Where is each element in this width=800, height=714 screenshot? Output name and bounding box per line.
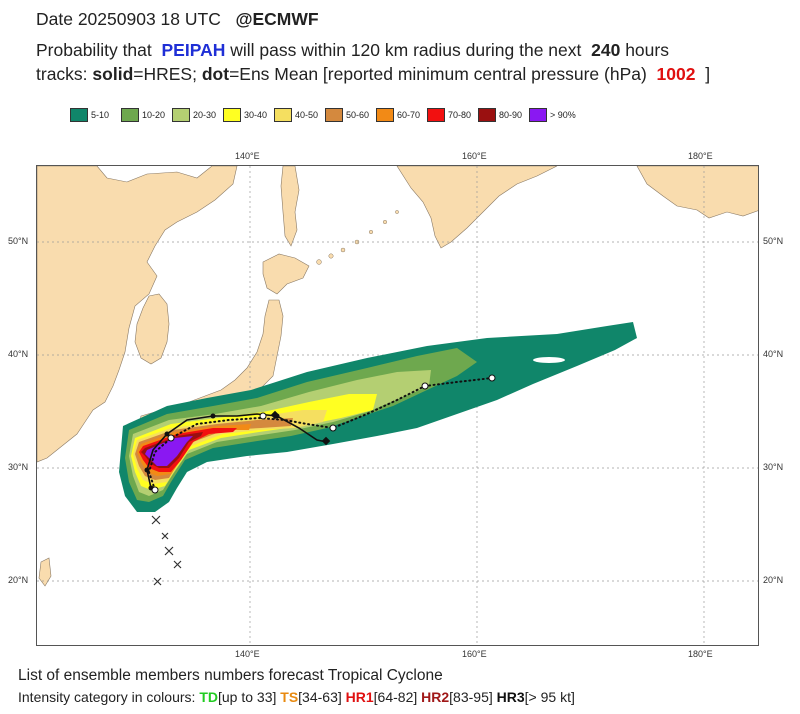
legend-swatch xyxy=(223,108,241,122)
close-bracket: ] xyxy=(705,64,711,84)
footer-line-1: List of ensemble members numbers forecas… xyxy=(18,667,443,684)
category-hr2: HR2 xyxy=(421,689,450,705)
land-taiwan xyxy=(38,557,52,587)
legend-label: 5-10 xyxy=(91,110,110,120)
footer-line-2: Intensity category in colours: TD[up to … xyxy=(18,689,575,705)
legend-item: 80-90 xyxy=(478,108,523,122)
legend-item: 50-60 xyxy=(325,108,370,122)
lon-tick-top: 140°E xyxy=(235,151,260,161)
land-korea xyxy=(134,293,170,365)
past-track-markers xyxy=(151,515,182,586)
land-hokkaido xyxy=(262,253,310,295)
lon-tick-bottom: 180°E xyxy=(688,649,713,659)
category-ts: TS xyxy=(280,689,299,705)
legend-swatch xyxy=(427,108,445,122)
date-label: Date 20250903 18 UTC xyxy=(36,9,221,29)
storm-name: PEIPAH xyxy=(161,40,226,60)
lon-tick-bottom: 160°E xyxy=(462,649,487,659)
source-label: @ECMWF xyxy=(235,9,319,29)
lat-tick-right: 40°N xyxy=(763,349,784,359)
legend-swatch xyxy=(325,108,343,122)
legend-label: 10-20 xyxy=(142,110,166,120)
legend-label: 40-50 xyxy=(295,110,319,120)
lat-tick-left: 30°N xyxy=(8,462,29,472)
category-ts-range: [34-63] xyxy=(298,689,342,705)
legend-swatch xyxy=(172,108,190,122)
legend-swatch xyxy=(274,108,292,122)
legend-item: 70-80 xyxy=(427,108,472,122)
prob-mid: will pass within 120 km radius during th… xyxy=(230,40,582,60)
pressure-value: 1002 xyxy=(656,64,696,84)
land-asia xyxy=(37,166,238,463)
tracks-label: tracks: xyxy=(36,64,88,84)
legend-item: 5-10 xyxy=(70,108,115,122)
legend-item: 20-30 xyxy=(172,108,217,122)
header-line-2: Probability that PEIPAH will pass within… xyxy=(36,39,669,61)
map-svg xyxy=(37,166,758,645)
hours-value: 240 xyxy=(591,40,621,60)
legend-label: 30-40 xyxy=(244,110,268,120)
legend-swatch xyxy=(70,108,88,122)
lat-tick-right: 20°N xyxy=(763,575,784,585)
ens-mean-track xyxy=(147,377,493,491)
header-line-1: Date 20250903 18 UTC @ECMWF xyxy=(36,8,319,30)
probability-legend: 5-10 10-20 20-30 30-40 40-50 50-60 60-70… xyxy=(70,106,582,124)
lon-tick-top: 180°E xyxy=(688,151,713,161)
category-hr1: HR1 xyxy=(345,689,374,705)
lat-tick-right: 50°N xyxy=(763,236,784,246)
hres-markers xyxy=(144,410,331,491)
prob-band-over-90 xyxy=(145,436,193,466)
legend-swatch xyxy=(121,108,139,122)
solid-label: solid xyxy=(92,64,134,84)
legend-label: > 90% xyxy=(550,110,576,120)
lon-tick-top: 160°E xyxy=(462,151,487,161)
prob-prefix: Probability that xyxy=(36,40,152,60)
legend-item: 10-20 xyxy=(121,108,166,122)
legend-label: 70-80 xyxy=(448,110,472,120)
category-td-range: [up to 33] xyxy=(217,689,277,705)
hres-track xyxy=(146,413,328,489)
category-hr1-range: [64-82] xyxy=(373,689,418,705)
lat-tick-left: 40°N xyxy=(8,349,29,359)
legend-item: 60-70 xyxy=(376,108,421,122)
forecast-map[interactable] xyxy=(36,165,759,646)
category-td: TD xyxy=(199,689,218,705)
dot-label: dot xyxy=(201,64,230,84)
land-russia-east xyxy=(636,166,758,219)
legend-swatch xyxy=(529,108,547,122)
ens-mean-markers xyxy=(151,374,496,494)
lon-tick-bottom: 140°E xyxy=(235,649,260,659)
legend-label: 60-70 xyxy=(397,110,421,120)
prob-band-40-50 xyxy=(133,410,327,484)
category-hr3-range: [> 95 kt] xyxy=(524,689,575,705)
category-hr3: HR3 xyxy=(496,689,525,705)
legend-label: 80-90 xyxy=(499,110,523,120)
prob-band-5-10 xyxy=(119,322,637,512)
land-sakhalin xyxy=(280,166,300,247)
hours-unit: hours xyxy=(625,40,669,60)
lat-tick-left: 50°N xyxy=(8,236,29,246)
prob-gap xyxy=(533,357,565,363)
legend-item: 30-40 xyxy=(223,108,268,122)
solid-desc: =HRES; xyxy=(133,64,197,84)
lat-tick-left: 20°N xyxy=(8,575,29,585)
legend-item: 40-50 xyxy=(274,108,319,122)
legend-swatch xyxy=(376,108,394,122)
legend-swatch xyxy=(478,108,496,122)
lat-tick-right: 30°N xyxy=(763,462,784,472)
legend-label: 20-30 xyxy=(193,110,217,120)
kuril-islands xyxy=(316,210,399,265)
header-line-3: tracks: solid=HRES; dot=Ens Mean [report… xyxy=(36,63,710,85)
legend-label: 50-60 xyxy=(346,110,370,120)
category-prefix: Intensity category in colours: xyxy=(18,689,196,705)
legend-item: > 90% xyxy=(529,108,576,122)
category-hr2-range: [83-95] xyxy=(449,689,493,705)
dot-desc: =Ens Mean [reported minimum central pres… xyxy=(229,64,647,84)
